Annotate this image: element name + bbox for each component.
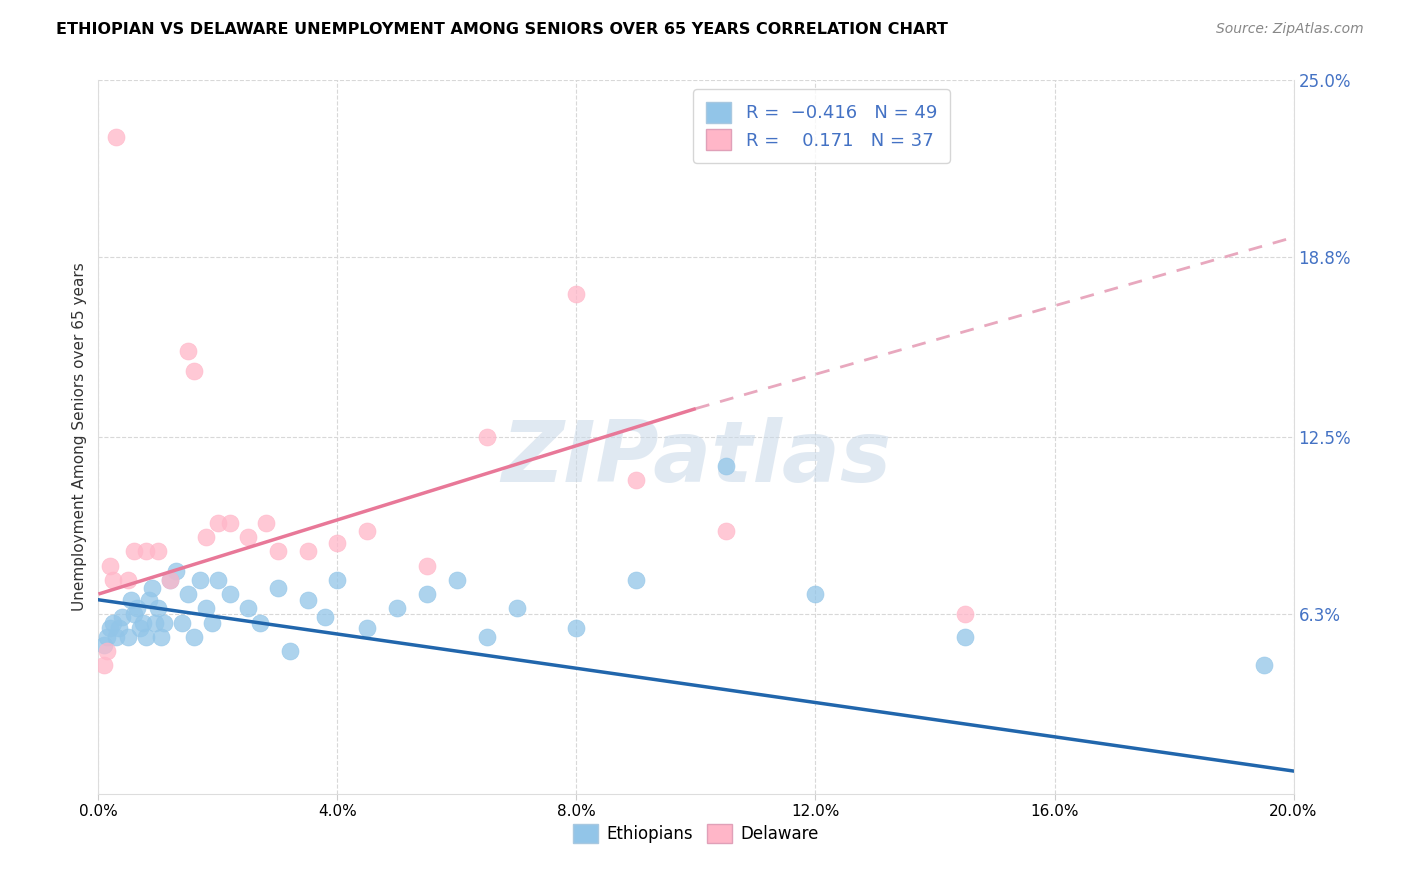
Point	[188, 573, 211, 587]
Point	[475, 630, 498, 644]
Point	[124, 607, 146, 621]
Point	[117, 573, 139, 587]
Point	[129, 621, 152, 635]
Point	[98, 621, 122, 635]
Point	[172, 615, 194, 630]
Text: Source: ZipAtlas.com: Source: ZipAtlas.com	[1216, 22, 1364, 37]
Point	[254, 516, 277, 530]
Legend: Ethiopians, Delaware: Ethiopians, Delaware	[567, 817, 825, 850]
Point	[148, 601, 170, 615]
Point	[159, 573, 181, 587]
Point	[385, 601, 409, 615]
Point	[219, 516, 242, 530]
Point	[127, 601, 149, 615]
Point	[132, 615, 155, 630]
Point	[565, 287, 588, 301]
Point	[183, 364, 205, 378]
Point	[93, 658, 115, 673]
Point	[446, 573, 468, 587]
Point	[315, 610, 337, 624]
Point	[150, 630, 173, 644]
Point	[1253, 658, 1275, 673]
Point	[177, 344, 200, 359]
Point	[506, 601, 529, 615]
Point	[297, 592, 319, 607]
Point	[195, 530, 218, 544]
Point	[626, 473, 648, 487]
Point	[953, 630, 976, 644]
Point	[103, 573, 125, 587]
Point	[356, 621, 378, 635]
Point	[108, 621, 131, 635]
Point	[267, 544, 290, 558]
Point	[177, 587, 200, 601]
Point	[117, 630, 139, 644]
Point	[297, 544, 319, 558]
Point	[236, 530, 259, 544]
Point	[96, 644, 118, 658]
Point	[159, 573, 181, 587]
Point	[475, 430, 498, 444]
Point	[105, 130, 128, 145]
Point	[138, 592, 160, 607]
Point	[143, 615, 166, 630]
Point	[804, 587, 827, 601]
Point	[356, 524, 378, 539]
Point	[953, 607, 976, 621]
Point	[249, 615, 271, 630]
Point	[565, 621, 588, 635]
Point	[207, 573, 229, 587]
Point	[153, 615, 176, 630]
Point	[93, 639, 115, 653]
Point	[105, 630, 128, 644]
Point	[165, 564, 187, 578]
Point	[626, 573, 648, 587]
Point	[278, 644, 301, 658]
Point	[135, 630, 157, 644]
Point	[124, 544, 146, 558]
Text: ZIPatlas: ZIPatlas	[501, 417, 891, 500]
Point	[120, 592, 142, 607]
Point	[207, 516, 229, 530]
Point	[148, 544, 170, 558]
Point	[267, 582, 290, 596]
Point	[219, 587, 242, 601]
Point	[135, 544, 157, 558]
Point	[111, 610, 134, 624]
Point	[183, 630, 205, 644]
Point	[416, 558, 439, 573]
Point	[416, 587, 439, 601]
Point	[201, 615, 224, 630]
Point	[96, 630, 118, 644]
Point	[326, 535, 349, 549]
Point	[103, 615, 125, 630]
Point	[141, 582, 163, 596]
Point	[236, 601, 259, 615]
Point	[195, 601, 218, 615]
Point	[326, 573, 349, 587]
Point	[98, 558, 122, 573]
Point	[714, 524, 737, 539]
Y-axis label: Unemployment Among Seniors over 65 years: Unemployment Among Seniors over 65 years	[72, 263, 87, 611]
Point	[714, 458, 737, 473]
Text: ETHIOPIAN VS DELAWARE UNEMPLOYMENT AMONG SENIORS OVER 65 YEARS CORRELATION CHART: ETHIOPIAN VS DELAWARE UNEMPLOYMENT AMONG…	[56, 22, 948, 37]
